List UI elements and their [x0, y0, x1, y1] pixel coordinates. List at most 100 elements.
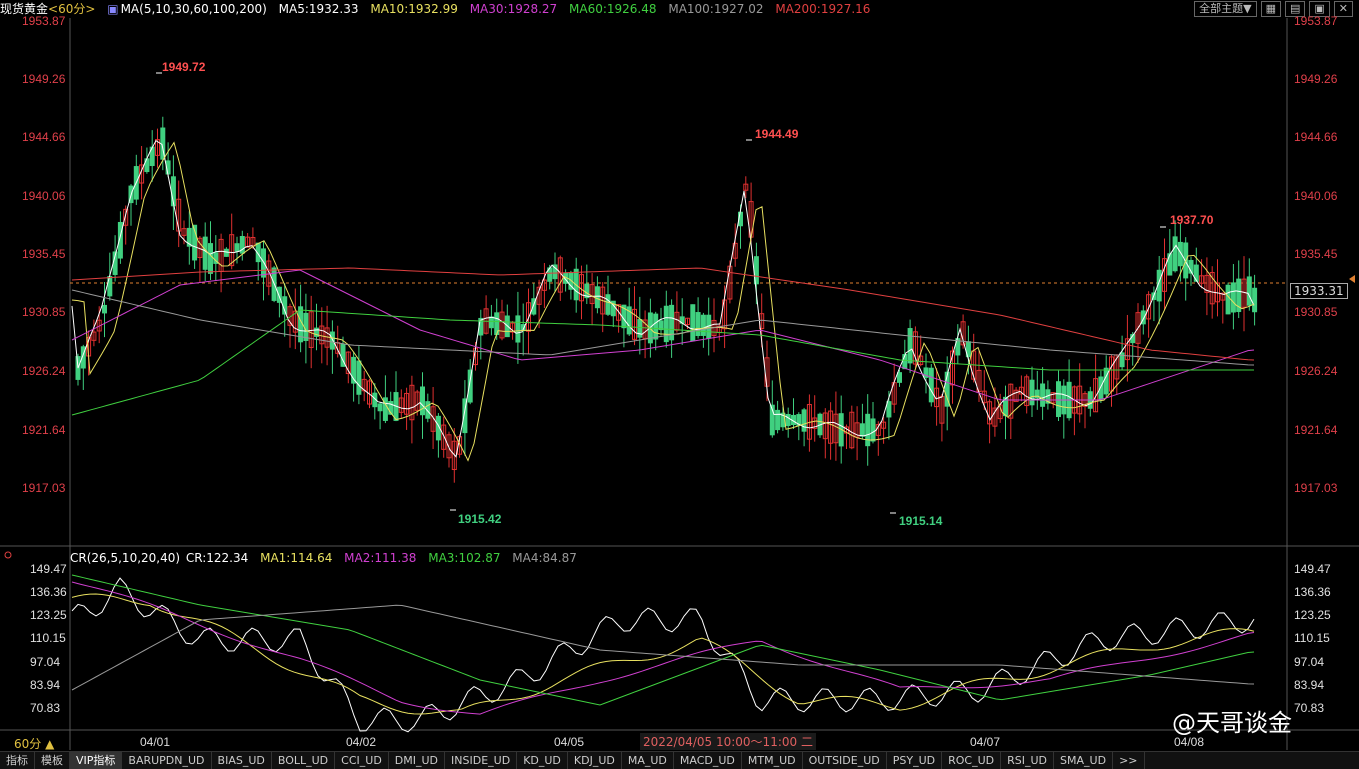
tab-outsideud[interactable]: OUTSIDE_UD: [803, 752, 887, 769]
tab-cciud[interactable]: CCI_UD: [335, 752, 389, 769]
ma30-line: [71, 269, 1255, 401]
tab-insideud[interactable]: INSIDE_UD: [445, 752, 518, 769]
cr-tick-right: 149.47: [1294, 562, 1331, 576]
tab-vip[interactable]: VIP指标: [70, 752, 123, 769]
theme-dropdown[interactable]: 全部主题▼: [1194, 1, 1257, 17]
candle-body: [404, 392, 410, 415]
tab-biasud[interactable]: BIAS_UD: [212, 752, 272, 769]
tab-dmiud[interactable]: DMI_UD: [389, 752, 446, 769]
cr-ma2: MA2:111.38: [344, 551, 417, 565]
list-icon[interactable]: ▤: [1284, 1, 1306, 17]
cr-params[interactable]: CR(26,5,10,20,40): [70, 551, 181, 565]
ma60-value: MA60:1926.48: [569, 2, 657, 16]
tab-barupdnud[interactable]: BARUPDN_UD: [122, 752, 212, 769]
price-tick-left: 1944.66: [22, 130, 66, 144]
cr-ma4: MA4:84.87: [512, 551, 577, 565]
tab-kdjud[interactable]: KDJ_UD: [568, 752, 622, 769]
candle-body: [441, 424, 447, 450]
candle-body: [928, 367, 934, 403]
candle-body: [1252, 287, 1258, 313]
tab-smaud[interactable]: SMA_UD: [1054, 752, 1114, 769]
candle-body: [117, 221, 123, 259]
peak-high-1: 1949.72: [162, 60, 206, 74]
candle-body: [414, 391, 420, 411]
price-tick-right: 1926.24: [1294, 364, 1338, 378]
price-tick-right: 1921.64: [1294, 423, 1338, 437]
candle-body: [319, 325, 325, 345]
candle-body: [1040, 383, 1046, 407]
candle-body: [1024, 376, 1030, 407]
tab-rocud[interactable]: ROC_UD: [942, 752, 1002, 769]
cr-tick-right: 123.25: [1294, 608, 1331, 622]
tab-bollud[interactable]: BOLL_UD: [272, 752, 336, 769]
candle-body: [981, 390, 987, 404]
cr-tick-left: 97.04: [30, 655, 61, 669]
tab-[interactable]: 模板: [35, 752, 70, 769]
candle-body: [292, 310, 298, 333]
candle-body: [552, 264, 558, 280]
candle-body: [1013, 389, 1019, 403]
price-tick-right: 1949.26: [1294, 72, 1338, 86]
candle-body: [769, 404, 775, 436]
symbol-name[interactable]: 现货黄金: [0, 2, 49, 16]
candle-body: [467, 369, 473, 403]
cr-tick-right: 70.83: [1294, 701, 1325, 715]
candle-body: [1177, 241, 1183, 267]
candle-body: [186, 227, 192, 247]
date-label-1: 04/02: [346, 735, 377, 749]
candle-body: [886, 401, 892, 418]
candle-body: [1103, 367, 1109, 395]
candle-body: [1018, 386, 1024, 395]
candle-body: [632, 308, 637, 340]
cr-tick-left: 110.15: [30, 631, 66, 645]
candle-body: [526, 302, 531, 332]
timeframe-selector[interactable]: 60分 ▲: [14, 737, 55, 751]
tab-rsiud[interactable]: RSI_UD: [1001, 752, 1055, 769]
tab-mtmud[interactable]: MTM_UD: [742, 752, 803, 769]
ma200-line: [71, 267, 1255, 361]
candle-body: [907, 328, 913, 364]
cr-ma1: MA1:114.64: [260, 551, 333, 565]
candle-body: [409, 384, 415, 421]
period-label[interactable]: <60分>: [48, 2, 96, 16]
candle-body: [420, 386, 425, 416]
candle-body: [812, 417, 818, 429]
tab-macdud[interactable]: MACD_UD: [674, 752, 742, 769]
tab-[interactable]: 指标: [0, 752, 35, 769]
candle-body: [425, 401, 431, 419]
candle-body: [801, 409, 807, 432]
candle-body: [123, 208, 129, 226]
top-right-controls: 全部主题▼ ▦ ▤ ▣ ✕: [1194, 1, 1353, 17]
cr-tick-left: 70.83: [30, 701, 61, 715]
cr-ma3: MA3:102.87: [428, 551, 501, 565]
tab-[interactable]: >>: [1113, 752, 1145, 769]
tab-maud[interactable]: MA_UD: [622, 752, 674, 769]
candle-body: [234, 243, 240, 252]
candle-body: [1204, 274, 1210, 293]
candle-body: [261, 248, 266, 278]
ma5-value: MA5:1932.33: [278, 2, 359, 16]
candle-body: [944, 371, 950, 407]
ma-params[interactable]: MA(5,10,30,60,100,200): [120, 2, 267, 16]
candle-body: [1056, 381, 1061, 418]
ma30-value: MA30:1928.27: [469, 2, 558, 16]
tab-psyud[interactable]: PSY_UD: [887, 752, 943, 769]
cr-ma1-line: [71, 593, 1255, 715]
grid-icon[interactable]: ▦: [1260, 1, 1281, 17]
tab-kdud[interactable]: KD_UD: [517, 752, 568, 769]
candle-body: [382, 397, 388, 421]
price-tick-right: 1930.85: [1294, 305, 1338, 319]
candle-body: [1140, 310, 1146, 325]
candle-body: [605, 294, 611, 315]
candle-body: [361, 378, 367, 392]
candle-body: [1193, 264, 1199, 282]
candle-body: [1172, 236, 1178, 272]
expand-icon[interactable]: ▣: [1309, 1, 1330, 17]
candle-body: [541, 279, 547, 291]
bottom-tabs: 指标 模板 VIP指标 BARUPDN_UD BIAS_UD BOLL_UD CCI_UD D…: [0, 751, 1359, 769]
close-icon[interactable]: ✕: [1333, 1, 1353, 17]
candle-body: [192, 224, 198, 261]
candle-body: [351, 356, 357, 384]
cr-tick-left: 149.47: [30, 562, 67, 576]
